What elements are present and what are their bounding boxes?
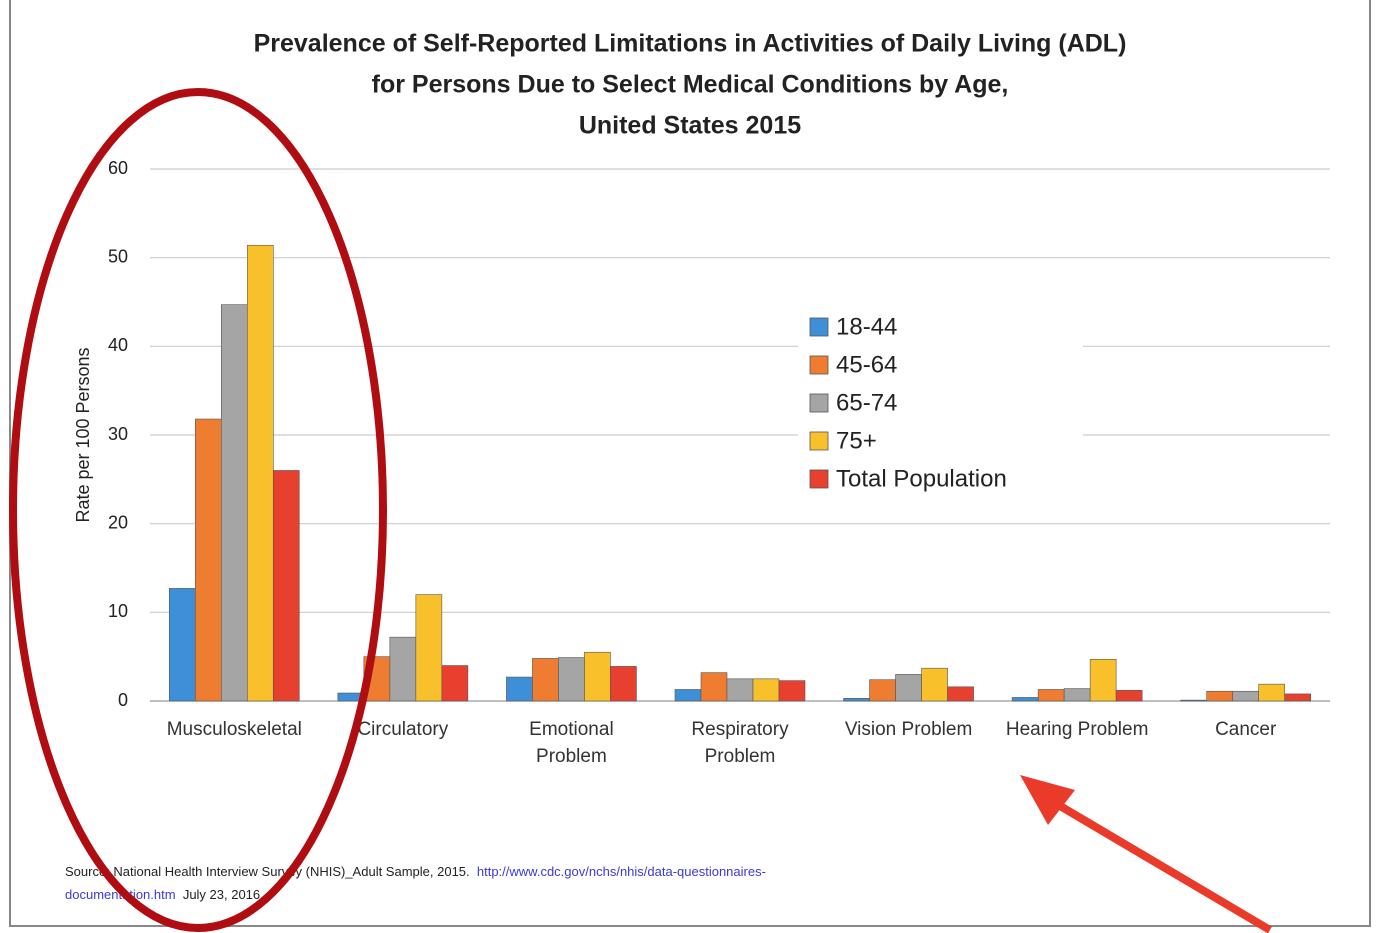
chart-title: for Persons Due to Select Medical Condit… bbox=[372, 71, 1009, 99]
legend-label: Total Population bbox=[836, 465, 1007, 492]
bar bbox=[869, 679, 896, 702]
x-tick-label: Cancer bbox=[1215, 719, 1277, 740]
bar bbox=[674, 689, 702, 702]
bar bbox=[1037, 689, 1065, 702]
bar bbox=[220, 304, 248, 702]
bar bbox=[1115, 690, 1143, 702]
chart-title: United States 2015 bbox=[579, 112, 801, 140]
bar bbox=[415, 594, 443, 702]
bar bbox=[700, 672, 728, 702]
bar bbox=[778, 680, 806, 702]
bar bbox=[558, 657, 585, 702]
bar bbox=[610, 666, 637, 702]
bar bbox=[752, 678, 780, 702]
x-tick-label: Hearing Problem bbox=[1005, 719, 1149, 740]
bar bbox=[389, 636, 417, 702]
bar bbox=[1063, 688, 1091, 702]
legend-label: 75+ bbox=[836, 427, 877, 454]
y-tick-label: 40 bbox=[108, 335, 128, 355]
legend-label: 45-64 bbox=[836, 351, 897, 378]
bar bbox=[168, 588, 196, 702]
x-tick-label: Emotional Problem bbox=[529, 719, 614, 767]
legend-bg bbox=[798, 302, 1083, 497]
legend-swatch bbox=[809, 317, 829, 337]
bar bbox=[506, 676, 533, 702]
y-tick-label: 10 bbox=[108, 601, 128, 621]
bar bbox=[947, 686, 974, 702]
bar bbox=[441, 665, 469, 702]
bar bbox=[1180, 699, 1208, 702]
bar bbox=[363, 656, 391, 702]
bar bbox=[1284, 693, 1312, 702]
legend-label: 18-44 bbox=[836, 313, 897, 340]
y-tick-label: 0 bbox=[118, 690, 128, 710]
bar bbox=[272, 470, 300, 702]
bar bbox=[194, 418, 222, 702]
legend-label: 65-74 bbox=[836, 389, 897, 416]
legend-swatch bbox=[809, 355, 829, 375]
bar bbox=[337, 692, 365, 702]
source: Source: National Health Interview Survey… bbox=[65, 860, 835, 906]
x-tick-label: Musculoskeletal bbox=[166, 719, 302, 740]
bar bbox=[1232, 690, 1260, 702]
y-tick-label: 30 bbox=[108, 424, 128, 444]
bar bbox=[921, 667, 948, 702]
source-date: July 23, 2016. bbox=[182, 887, 264, 902]
x-tick-label: Vision Problem bbox=[844, 719, 973, 740]
legend-swatch bbox=[809, 431, 829, 451]
bar bbox=[532, 658, 559, 702]
y-tick-label: 20 bbox=[108, 512, 128, 532]
legend: 18-44 45-64 65-74 75+ Total Population bbox=[798, 302, 1083, 497]
bar bbox=[1011, 697, 1039, 702]
chart-title: Prevalence of Self-Reported Limitations … bbox=[254, 30, 1127, 58]
bar bbox=[1089, 659, 1117, 702]
bar bbox=[895, 674, 922, 702]
bar bbox=[246, 244, 274, 702]
legend-swatch bbox=[809, 393, 829, 413]
legend-swatch bbox=[809, 469, 829, 489]
bar bbox=[1258, 683, 1286, 702]
bar bbox=[584, 651, 611, 702]
bar bbox=[843, 698, 870, 702]
x-tick-label: Circulatory bbox=[357, 719, 449, 740]
source-text: Source: National Health Interview Survey… bbox=[65, 864, 470, 879]
y-tick-label: 50 bbox=[108, 246, 128, 266]
x-tick-label: Respiratory Problem bbox=[691, 719, 789, 767]
bar bbox=[1206, 690, 1234, 702]
y-axis-label: Rate per 100 Persons bbox=[73, 347, 93, 522]
bar bbox=[726, 678, 754, 702]
y-tick-label: 60 bbox=[108, 158, 128, 178]
